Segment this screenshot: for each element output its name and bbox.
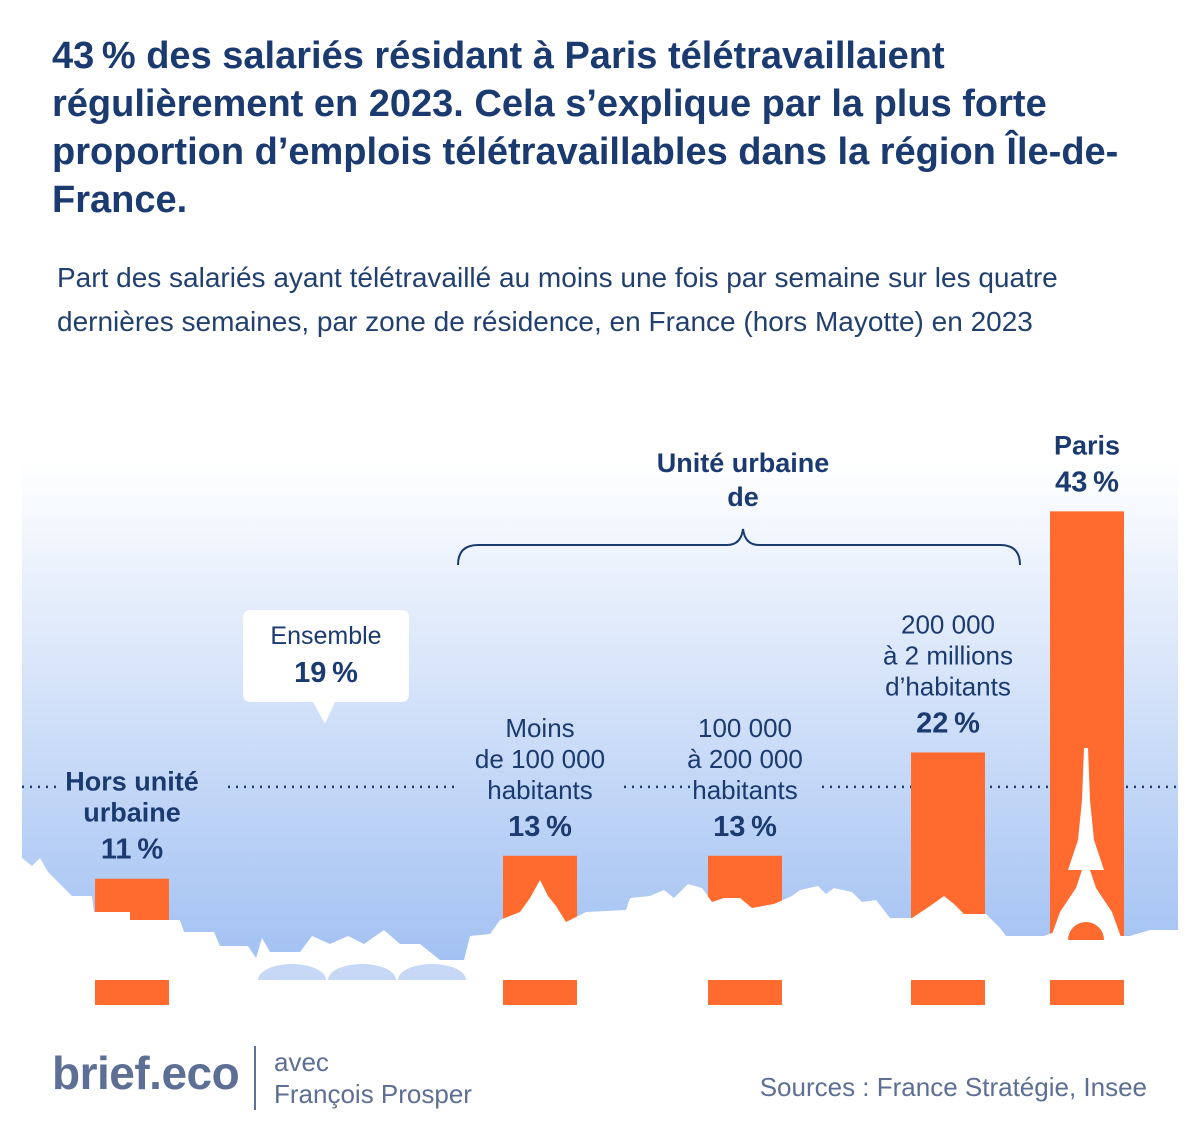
group-bracket xyxy=(457,528,1021,566)
footer-divider xyxy=(254,1046,256,1110)
category-label: Paris xyxy=(1054,430,1120,460)
bridge-arches xyxy=(258,964,466,980)
footer-author-name: François Prosper xyxy=(274,1079,472,1109)
headline: 43 % des salariés résidant à Paris télét… xyxy=(52,35,1119,221)
average-label: Ensemble xyxy=(270,622,381,650)
sources-text: Sources : France Stratégie, Insee xyxy=(759,1072,1147,1102)
value-label: 13 % xyxy=(508,811,572,843)
category-label: urbaine xyxy=(83,798,181,828)
value-label: 11 % xyxy=(101,834,163,866)
average-callout xyxy=(243,610,409,724)
group-bracket-label: Unité urbaine xyxy=(657,448,830,478)
average-value: 19 % xyxy=(294,657,358,689)
skyline-silhouette xyxy=(22,858,1178,980)
footer-author: avec François Prosper xyxy=(274,1046,472,1110)
footer-with-label: avec xyxy=(274,1047,329,1077)
category-label: Hors unité xyxy=(65,767,199,797)
category-label: de 100 000 xyxy=(475,744,605,774)
value-label: 22 % xyxy=(916,707,980,739)
category-label: habitants xyxy=(487,775,593,805)
category-label: à 2 millions xyxy=(883,640,1013,670)
value-label: 43 % xyxy=(1055,466,1119,498)
category-label: habitants xyxy=(692,775,798,805)
value-label: 13 % xyxy=(713,811,777,843)
category-label: Moins xyxy=(505,713,574,743)
eiffel-tower-arch xyxy=(1068,922,1104,940)
category-label: 100 000 xyxy=(698,713,792,743)
eiffel-tower-icon xyxy=(1050,748,1122,940)
category-label: d’habitants xyxy=(885,671,1011,701)
brief-eco-logo: brief.eco xyxy=(52,1047,240,1099)
category-label: à 200 000 xyxy=(687,744,803,774)
category-label: 200 000 xyxy=(901,609,995,639)
sky-background xyxy=(22,460,1178,980)
group-bracket-label: de xyxy=(727,482,759,512)
subtitle: Part des salariés ayant télétravaillé au… xyxy=(57,262,1058,337)
